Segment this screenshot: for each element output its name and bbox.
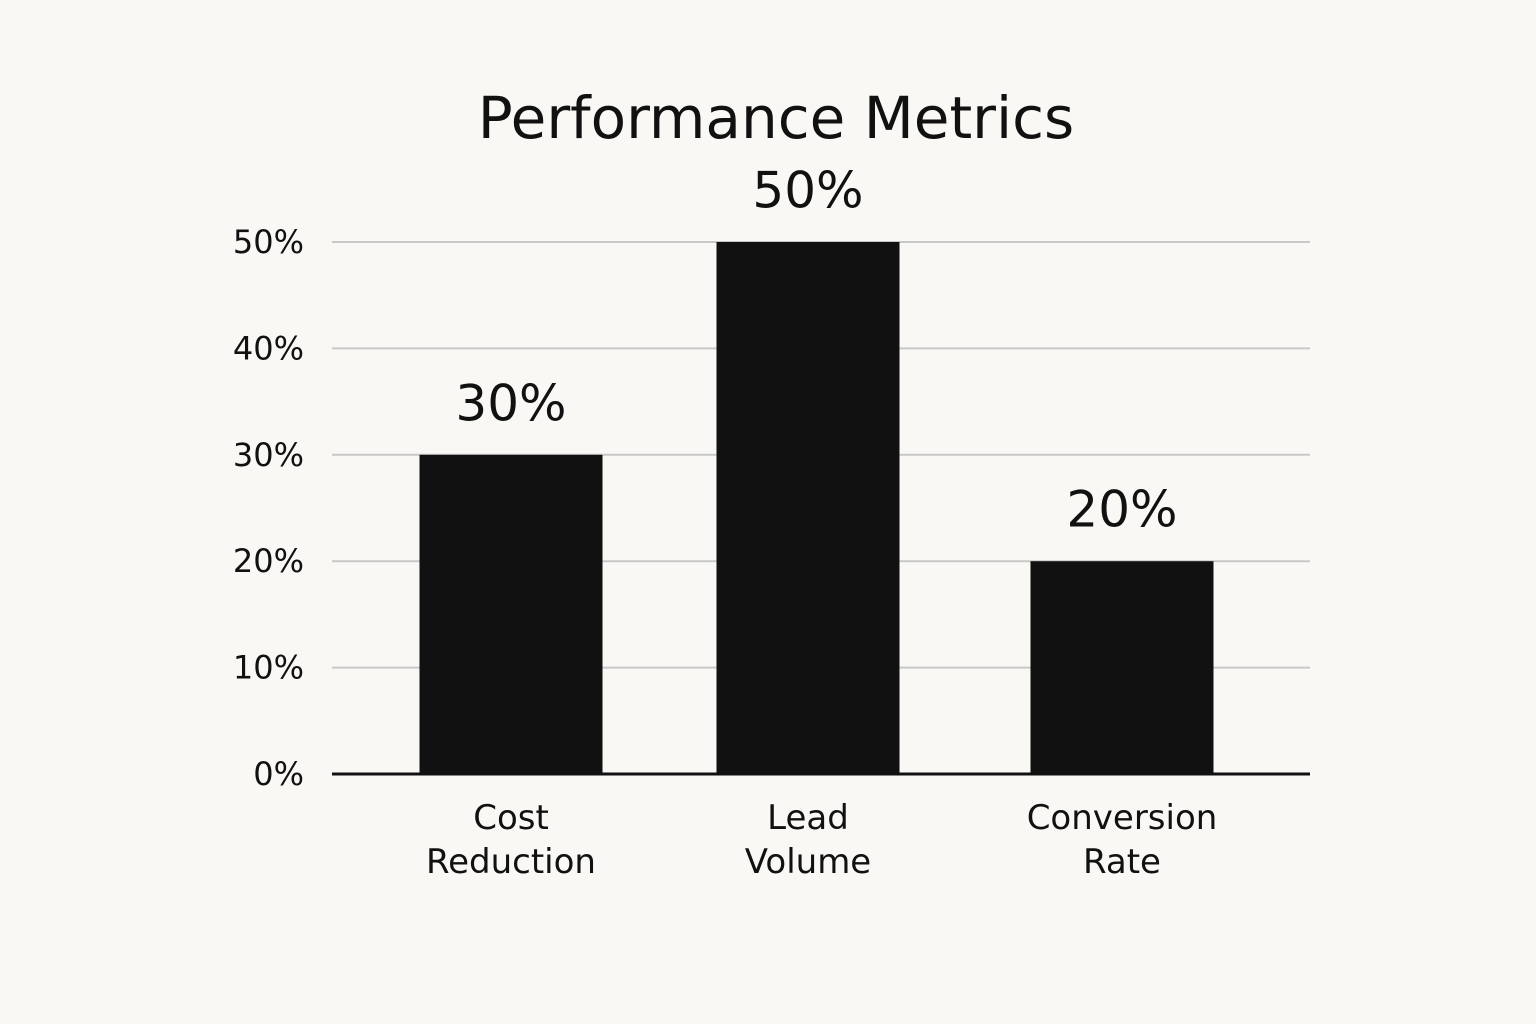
x-tick-label: Lead Volume	[744, 798, 872, 882]
bar	[419, 454, 603, 774]
y-tick-label: 30%	[233, 436, 304, 474]
value-label: 20%	[1066, 481, 1177, 539]
chart-title: Performance Metrics	[478, 84, 1075, 152]
value-label: 50%	[752, 162, 863, 220]
value-label-bg	[439, 376, 583, 433]
value-label-bg	[736, 164, 880, 220]
x-tick-label: Cost Reduction	[426, 798, 596, 882]
y-tick-label: 10%	[233, 649, 304, 687]
bar	[1030, 561, 1214, 774]
value-label-bg	[1050, 483, 1194, 540]
y-tick-label: 50%	[233, 223, 304, 261]
y-tick-label: 20%	[233, 542, 304, 580]
value-label: 30%	[455, 374, 566, 432]
x-tick-label: Conversion Rate	[1026, 798, 1218, 882]
y-tick-label: 40%	[233, 329, 304, 367]
y-tick-label: 0%	[253, 755, 304, 793]
bar	[716, 242, 900, 774]
